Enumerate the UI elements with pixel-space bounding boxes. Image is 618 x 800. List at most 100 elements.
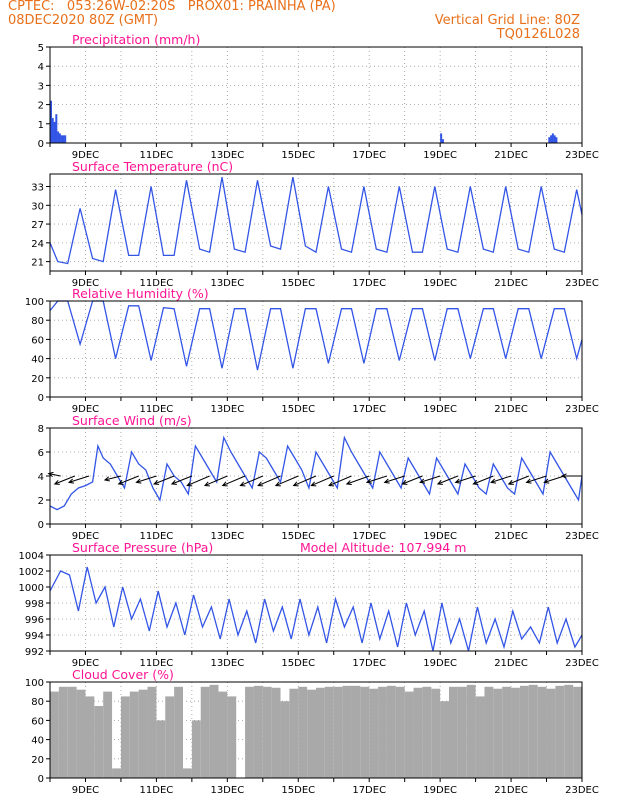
cloud-bar [573,686,582,778]
cloud-y-tick-label: 0 [38,774,44,785]
cloud-bar [289,688,299,778]
pres-title: Surface Pressure (hPa) [72,540,213,555]
wind-vector [53,475,76,485]
precip-bar [62,135,65,143]
cloud-x-tick-label: 17DEC [352,785,386,796]
precip-x-tick-label: 9DEC [72,150,99,161]
cloud-bar [537,686,547,778]
cloud-bar [209,684,219,778]
wind-vector [454,475,476,484]
pres-panel [46,554,583,655]
pres-x-tick-label: 21DEC [494,658,528,669]
temp-y-tick-label: 21 [31,258,44,269]
wind-vector [67,475,90,484]
pres-y-tick-label: 1004 [19,551,44,562]
cloud-y-tick-label: 100 [25,678,44,689]
precip-bar [53,121,56,143]
cloud-x-tick-label: 9DEC [72,785,99,796]
rh-x-tick-label: 21DEC [494,404,528,415]
precip-x-tick-label: 13DEC [210,150,244,161]
precip-bar [441,139,444,143]
precip-x-tick-label: 21DEC [494,150,528,161]
wind-x-tick-label: 15DEC [281,531,315,542]
cloud-bar [386,685,396,778]
wind-vector [436,475,459,485]
cloud-bar [555,685,565,778]
cloud-bar [440,701,449,778]
precip-bar [550,135,553,143]
wind-vector [310,475,334,487]
precip-bar [50,100,52,143]
rh-y-tick-label: 100 [25,297,44,308]
wind-vector [328,475,352,487]
cloud-bar [351,685,361,778]
wind-vector [560,473,582,479]
precip-y-tick-label: 4 [38,62,44,73]
cloud-bar [138,689,148,778]
temp-y-tick-label: 27 [31,220,44,231]
wind-vector [103,475,122,482]
temp-x-tick-label: 11DEC [140,278,174,289]
cloud-x-tick-label: 11DEC [140,785,174,796]
precip-y-tick-label: 0 [38,139,44,150]
precip-bar [548,137,551,143]
temp-x-tick-label: 23DEC [565,278,599,289]
cloud-y-tick-label: 60 [31,716,44,727]
cloud-bar [360,686,370,778]
wind-vector [401,475,423,485]
pres-y-tick-label: 992 [25,647,44,658]
cloud-x-tick-label: 15DEC [281,785,315,796]
cloud-bar [280,701,290,778]
wind-vector [543,475,565,484]
temp-x-tick-label: 15DEC [281,278,315,289]
header-station: CPTEC: 053:26W-02:20S PROX01: PRAINHA (P… [8,0,336,14]
wind-vector [221,475,246,487]
temp-x-tick-label: 9DEC [72,278,99,289]
rh-y-tick-label: 20 [31,374,44,385]
wind-vector [525,475,547,484]
cloud-bar [502,686,512,778]
precip-bar [60,135,63,143]
cloud-bar [369,688,379,778]
pres-x-tick-label: 17DEC [352,658,386,669]
rh-y-tick-label: 80 [31,316,44,327]
wind-vector [153,475,175,485]
pres-y-tick-label: 996 [25,615,44,626]
precip-bar [55,114,58,143]
precip-bar [51,118,54,143]
wind-x-tick-label: 11DEC [140,531,174,542]
cloud-x-tick-label: 13DEC [210,785,244,796]
precip-bar [58,133,61,143]
precip-bar [57,131,60,143]
cloud-bar [200,686,210,778]
wind-x-tick-label: 9DEC [72,531,99,542]
pres-y-tick-label: 1002 [19,567,44,578]
precip-bar [555,137,558,143]
cloud-x-tick-label: 19DEC [423,785,457,796]
precip-panel [46,46,583,147]
precip-x-tick-label: 11DEC [140,150,174,161]
temp-x-tick-label: 19DEC [423,278,457,289]
pres-y-tick-label: 994 [25,631,44,642]
precip-x-tick-label: 15DEC [281,150,315,161]
temp-x-tick-label: 13DEC [210,278,244,289]
wind-series-line [49,435,583,511]
wind-y-tick-label: 4 [38,472,44,483]
cloud-title: Cloud Cover (%) [72,667,174,682]
wind-vector [345,475,370,486]
cloud-bar [342,685,352,778]
cloud-bar [58,686,68,778]
rh-title: Relative Humidity (%) [72,286,209,301]
cloud-bar [475,696,485,778]
wind-y-tick-label: 8 [38,424,44,435]
cloud-bar [511,687,520,778]
cloud-bar [413,687,423,778]
rh-frame [49,300,583,398]
wind-vector [507,475,529,485]
precip-frame [49,46,583,144]
wind-y-tick-label: 0 [38,520,44,531]
wind-vector [203,475,228,487]
temp-frame [49,173,583,272]
cloud-bar [422,686,432,778]
